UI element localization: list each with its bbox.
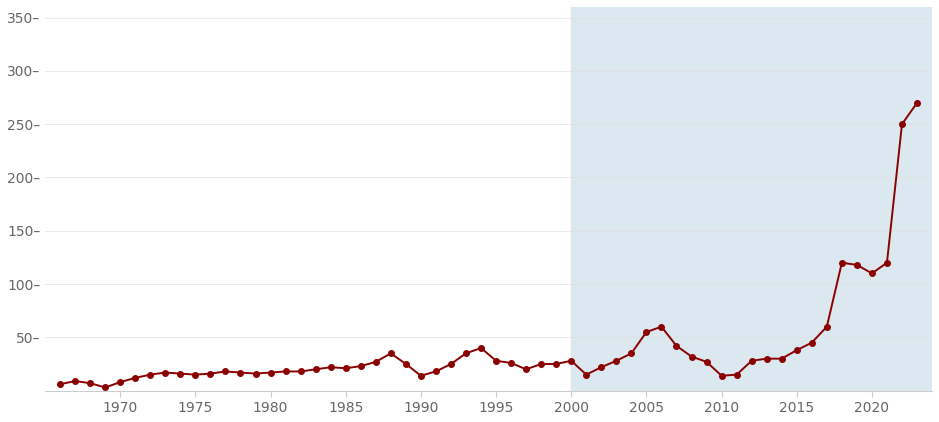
Bar <box>571 7 932 391</box>
